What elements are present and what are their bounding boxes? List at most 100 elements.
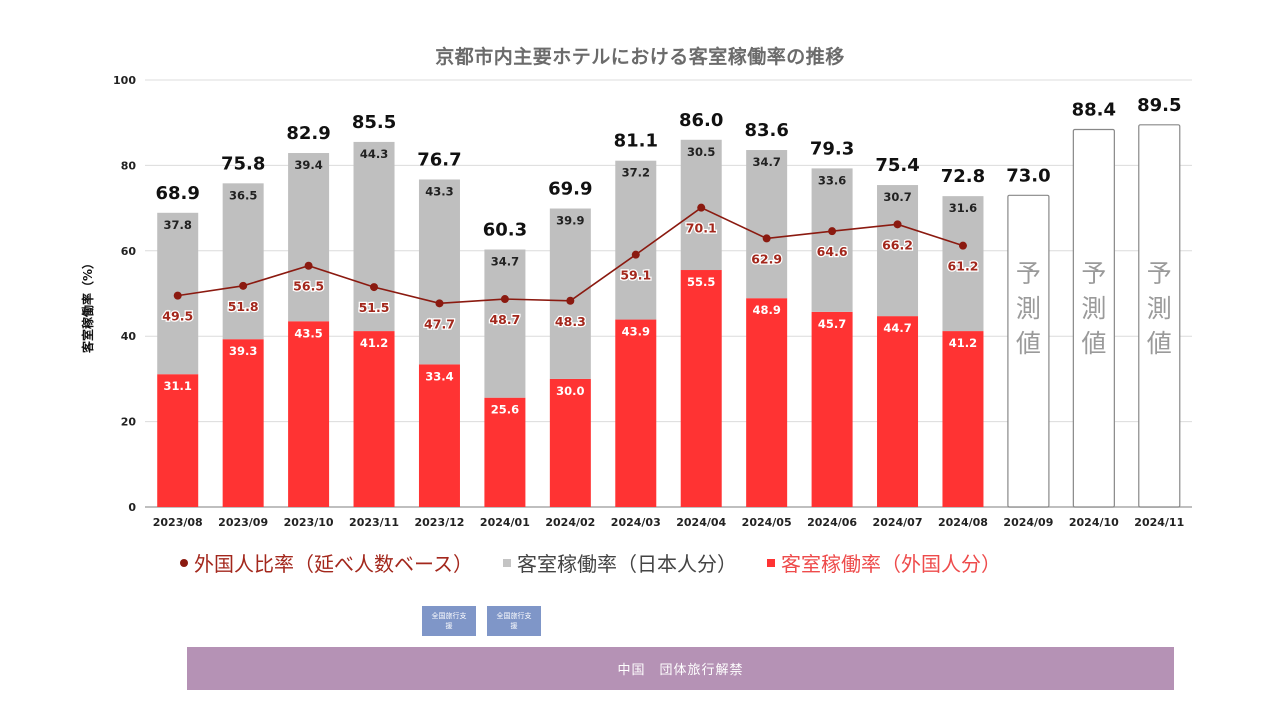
forecast-label: 予	[1016, 259, 1041, 288]
foreign-value-label: 43.5	[294, 326, 322, 340]
ratio-line	[173, 203, 967, 308]
legend-item-foreign[interactable]: 客室稼働率（外国人分）	[767, 548, 1001, 577]
ratio-value-label: 66.2	[882, 237, 913, 252]
foreign-bar	[222, 339, 264, 507]
y-tick-label: 0	[128, 501, 136, 514]
legend-item-japanese[interactable]: 客室稼働率（日本人分）	[503, 548, 737, 577]
y-tick-label: 20	[121, 416, 137, 429]
travel-support-badge: 全国旅行支援	[487, 606, 541, 636]
legend-square-icon	[767, 558, 775, 567]
total-label: 75.8	[221, 153, 265, 174]
x-tick-label: 2024/03	[611, 516, 661, 529]
japanese-bar	[353, 141, 395, 332]
x-tick-label: 2024/10	[1069, 516, 1119, 529]
foreign-bar	[680, 270, 722, 507]
japanese-bar	[288, 153, 330, 322]
total-label: 89.5	[1137, 95, 1181, 116]
ratio-value-label: 48.7	[489, 312, 520, 327]
x-tick-label: 2024/06	[807, 516, 857, 529]
y-tick-label: 100	[113, 74, 136, 87]
legend: 外国人比率（延べ人数ベース） 客室稼働率（日本人分） 客室稼働率（外国人分）	[180, 548, 1001, 577]
total-label: 86.0	[679, 110, 723, 131]
foreign-bar	[157, 374, 199, 507]
legend-item-foreign-ratio[interactable]: 外国人比率（延べ人数ベース）	[180, 548, 473, 577]
forecast-bar	[1072, 128, 1115, 508]
legend-dot-icon	[180, 558, 188, 567]
forecast-bar	[1007, 194, 1050, 508]
foreign-value-label: 31.1	[164, 379, 192, 393]
ratio-value-label: 51.5	[359, 300, 390, 315]
ratio-point	[762, 234, 771, 243]
forecast-label: 値	[1081, 329, 1106, 358]
foreign-bar	[877, 316, 919, 507]
japanese-value-label: 30.5	[687, 145, 715, 159]
japanese-value-label: 33.6	[818, 173, 846, 187]
japanese-value-label: 37.2	[622, 166, 650, 180]
foreign-bar	[484, 397, 526, 507]
legend-label: 客室稼働率（外国人分）	[781, 552, 1001, 576]
x-tick-label: 2023/11	[349, 516, 399, 529]
ratio-value-label: 56.5	[293, 279, 324, 294]
foreign-value-label: 33.4	[425, 369, 453, 383]
total-label: 82.9	[286, 123, 330, 144]
ratio-value-label: 64.6	[817, 244, 848, 259]
foreign-bar	[418, 364, 460, 507]
total-label: 79.3	[810, 138, 854, 159]
y-axis-label: 客室稼働率（%）	[80, 257, 95, 354]
x-tick-label: 2023/10	[284, 516, 334, 529]
forecast-label: 測	[1147, 294, 1172, 323]
japanese-bar	[615, 160, 657, 320]
forecast-label: 測	[1081, 294, 1106, 323]
total-label: 73.0	[1006, 165, 1050, 186]
japanese-value-label: 43.3	[425, 184, 453, 198]
ratio-point	[566, 296, 575, 305]
ratio-value-label: 47.7	[424, 316, 455, 331]
japanese-value-label: 34.7	[752, 155, 780, 169]
y-tick-label: 60	[121, 245, 137, 258]
ratio-point	[893, 220, 902, 229]
japanese-bar	[418, 179, 460, 365]
x-tick-label: 2023/08	[153, 516, 203, 529]
foreign-value-label: 25.6	[491, 403, 519, 417]
foreign-value-label: 43.9	[622, 325, 650, 339]
legend-label: 外国人比率（延べ人数ベース）	[194, 552, 473, 576]
japanese-value-label: 30.7	[883, 190, 911, 204]
chart-title: 京都市内主要ホテルにおける客室稼働率の推移	[435, 46, 845, 68]
legend-label: 客室稼働率（日本人分）	[517, 552, 737, 576]
japanese-value-label: 34.7	[491, 255, 519, 269]
forecast-label: 値	[1016, 329, 1041, 358]
ratio-value-label: 49.5	[162, 309, 193, 324]
foreign-bar	[942, 331, 984, 507]
foreign-value-label: 44.7	[883, 321, 911, 335]
forecast-label: 予	[1081, 259, 1106, 288]
ratio-value-label: 59.1	[620, 268, 651, 283]
x-axis: 2023/08 2023/09 2023/10 2023/11 2023/12 2024/…	[153, 516, 1185, 529]
japanese-bar	[811, 168, 853, 312]
japanese-bar	[484, 249, 526, 398]
foreign-bar	[353, 331, 395, 507]
ratio-point	[828, 227, 837, 236]
ratio-value-label: 62.9	[751, 251, 782, 266]
x-tick-label: 2024/02	[545, 516, 595, 529]
japanese-bar	[942, 196, 984, 332]
ratio-value-label: 51.8	[228, 299, 259, 314]
ratio-point	[239, 281, 248, 290]
foreign-value-label: 41.2	[360, 336, 388, 350]
japanese-bar	[549, 208, 591, 379]
total-label: 83.6	[744, 120, 788, 141]
y-tick-label: 80	[121, 159, 137, 172]
foreign-value-label: 30.0	[556, 384, 584, 398]
total-label: 69.9	[548, 179, 592, 200]
total-label: 85.5	[352, 112, 396, 133]
japanese-value-label: 31.6	[949, 201, 977, 215]
x-tick-label: 2024/05	[742, 516, 792, 529]
ratio-point	[500, 295, 509, 304]
x-tick-label: 2023/12	[414, 516, 464, 529]
japanese-bar	[877, 185, 919, 317]
ratio-point	[173, 291, 182, 300]
forecast-label: 予	[1147, 259, 1172, 288]
total-label: 76.7	[417, 149, 461, 170]
foreign-value-label: 45.7	[818, 317, 846, 331]
foreign-value-label: 39.3	[229, 344, 257, 358]
